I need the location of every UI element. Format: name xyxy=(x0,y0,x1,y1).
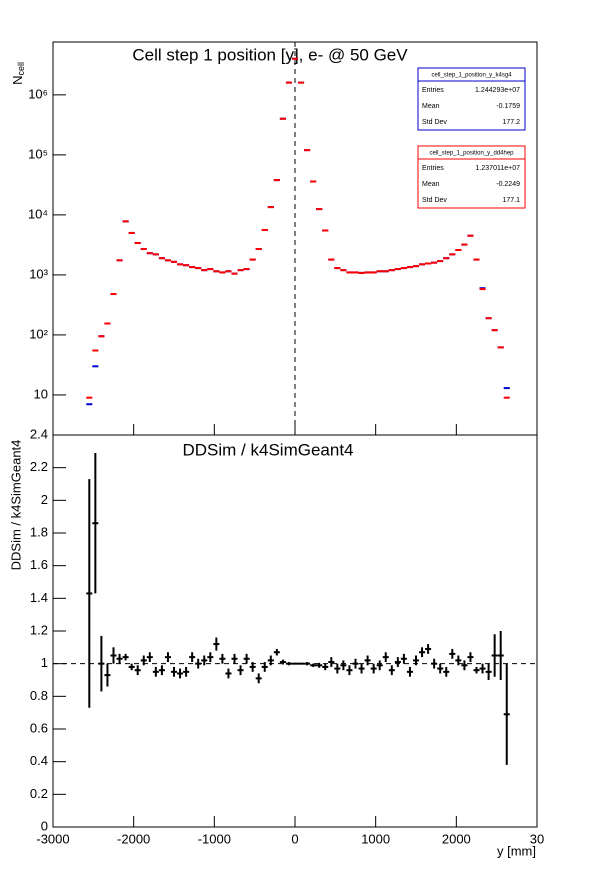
stat-value: -0.2249 xyxy=(496,181,520,188)
y-tick-label: 1.4 xyxy=(30,590,48,605)
stat-value: -0.1759 xyxy=(496,103,520,110)
y-label-sub: cell xyxy=(16,62,26,76)
x-tick-label: -2000 xyxy=(117,831,150,846)
x-tick-label: -1000 xyxy=(198,831,231,846)
top-y-label: Ncell xyxy=(10,62,26,85)
x-tick-label: 0 xyxy=(291,831,298,846)
y-tick-label: 0.4 xyxy=(30,753,48,768)
y-tick-label: 1 xyxy=(41,655,48,670)
y-tick-label: 0 xyxy=(41,818,48,833)
bottom-y-label: DDSim / k4SimGeant4 xyxy=(8,440,23,571)
stat-value: 1.237011e+07 xyxy=(476,165,521,172)
y-tick-label: 2 xyxy=(41,492,48,507)
stat-label: Mean xyxy=(422,181,440,188)
y-tick-label: 2.4 xyxy=(30,426,48,441)
stat-label: Entries xyxy=(422,165,444,172)
y-tick-label: 10⁶ xyxy=(28,86,48,101)
x-tick-label: 30 xyxy=(530,831,544,846)
stat-label: Std Dev xyxy=(422,197,447,204)
y-tick-label: 1.8 xyxy=(30,524,48,539)
bottom-title: DDSim / k4SimGeant4 xyxy=(183,440,354,459)
stat-box-title: cell_step_1_position_y_dd4hep xyxy=(429,151,514,157)
top-title: Cell step 1 position [y], e- @ 50 GeV xyxy=(132,45,408,64)
stat-box xyxy=(417,67,526,131)
x-tick-label: 2000 xyxy=(442,831,471,846)
stat-label: Std Dev xyxy=(422,119,447,126)
y-tick-label: 10³ xyxy=(29,266,48,281)
stat-value: 177.2 xyxy=(502,119,520,126)
x-tick-label: 1000 xyxy=(361,831,390,846)
stat-label: Mean xyxy=(422,103,440,110)
stat-box-title: cell_step_1_position_y_k4sg4 xyxy=(431,73,512,79)
y-tick-label: 10⁵ xyxy=(28,146,48,161)
x-tick-label: -3000 xyxy=(36,831,69,846)
stat-box xyxy=(417,145,526,209)
y-tick-label: 0.2 xyxy=(30,786,48,801)
stat-label: Entries xyxy=(422,87,444,94)
y-tick-label: 10² xyxy=(29,326,48,341)
stat-value: 1.244293e+07 xyxy=(475,87,520,94)
y-tick-label: 2.2 xyxy=(30,459,48,474)
y-tick-label: 10 xyxy=(34,386,48,401)
y-tick-label: 1.6 xyxy=(30,557,48,572)
y-tick-label: 0.6 xyxy=(30,720,48,735)
x-label: y [mm] xyxy=(497,843,536,858)
y-tick-label: 0.8 xyxy=(30,688,48,703)
y-tick-label: 10⁴ xyxy=(28,206,48,221)
y-tick-label: 1.2 xyxy=(30,622,48,637)
y-label-main: N xyxy=(10,76,25,85)
stat-value: 177.1 xyxy=(502,197,520,204)
